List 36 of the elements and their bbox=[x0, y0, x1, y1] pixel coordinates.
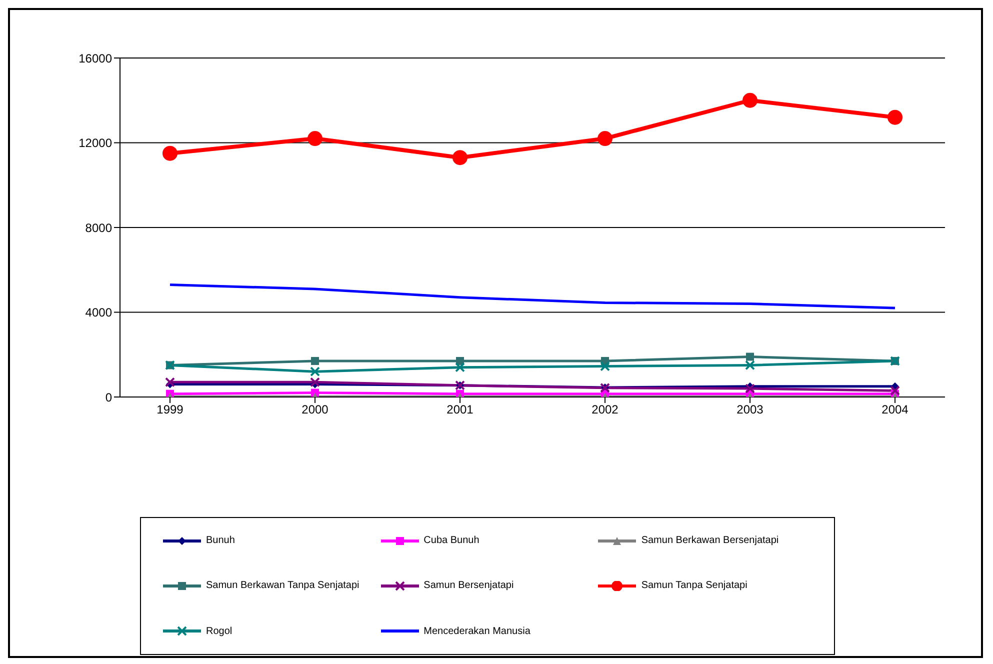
legend-label: Samun Berkawan Bersenjatapi bbox=[641, 535, 779, 546]
y-tick-label: 16000 bbox=[78, 51, 112, 66]
point bbox=[600, 361, 610, 372]
legend-label: Mencederakan Manusia bbox=[424, 626, 530, 637]
x-tick-label: 2001 bbox=[446, 402, 474, 417]
point bbox=[310, 377, 320, 388]
point bbox=[162, 146, 178, 161]
line-series bbox=[168, 283, 896, 310]
x-tick-label: 2003 bbox=[736, 402, 764, 417]
y-tick-label: 12000 bbox=[78, 136, 112, 150]
legend-label: Bunuh bbox=[206, 535, 235, 546]
point bbox=[452, 150, 468, 166]
y-tick-label: 8000 bbox=[85, 220, 112, 235]
point bbox=[308, 131, 322, 146]
point bbox=[888, 110, 902, 125]
legend-label: Rogol bbox=[206, 626, 232, 637]
legend-label: Cuba Bunuh bbox=[424, 535, 480, 546]
point bbox=[742, 92, 758, 108]
y-tick-label: 4000 bbox=[85, 306, 112, 320]
point bbox=[165, 377, 175, 388]
point bbox=[310, 366, 320, 377]
x-tick-label: 1999 bbox=[156, 402, 184, 417]
point bbox=[311, 356, 319, 365]
x-tick-label: 2000 bbox=[302, 402, 329, 417]
y-tick-label: 0 bbox=[105, 390, 112, 404]
legend-label: Samun Bersenjatapi bbox=[424, 580, 514, 592]
legend-label: Samun Tanpa Senjatapi bbox=[641, 580, 748, 592]
point bbox=[745, 360, 755, 370]
x-tick-label: 2002 bbox=[592, 402, 619, 417]
point bbox=[455, 362, 465, 372]
point bbox=[746, 352, 754, 361]
point bbox=[598, 131, 612, 146]
legend-label: Samun Berkawan Tanpa Senjatapi bbox=[206, 580, 360, 592]
point bbox=[745, 384, 755, 394]
x-tick-label: 2004 bbox=[882, 402, 909, 417]
point bbox=[890, 386, 900, 396]
